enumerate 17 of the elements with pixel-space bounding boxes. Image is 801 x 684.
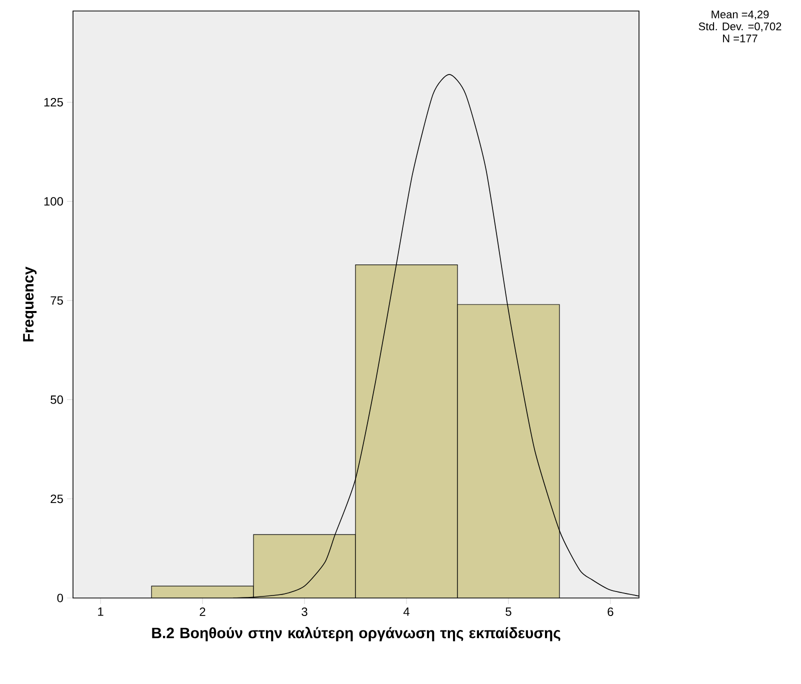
text: Std. Dev. =0,702 bbox=[698, 22, 782, 32]
x-tick-label: 1 bbox=[98, 608, 104, 616]
y-tick-label: 125 bbox=[44, 98, 63, 106]
x-tick-label: 3 bbox=[302, 608, 308, 616]
x-tick-label: 6 bbox=[608, 608, 614, 616]
y-tick-label: 100 bbox=[44, 197, 64, 206]
y-tick-label: 0 bbox=[57, 594, 64, 602]
y-tick-label: 25 bbox=[50, 494, 63, 504]
text: Mean =4,29 bbox=[712, 10, 769, 20]
y-axis-title: Frequency bbox=[23, 266, 37, 342]
x-axis-title: B.2 Βοηθούν στην καλύτερη οργάνωση της εκπαίδευσης bbox=[152, 626, 560, 642]
x-tick-label: 5 bbox=[506, 608, 512, 616]
x-tick-label: 2 bbox=[200, 608, 206, 616]
y-tick-label: 50 bbox=[50, 395, 64, 404]
x-tick-label: 4 bbox=[403, 608, 410, 616]
text: N =177 bbox=[723, 34, 758, 42]
y-tick-label: 75 bbox=[50, 296, 63, 305]
